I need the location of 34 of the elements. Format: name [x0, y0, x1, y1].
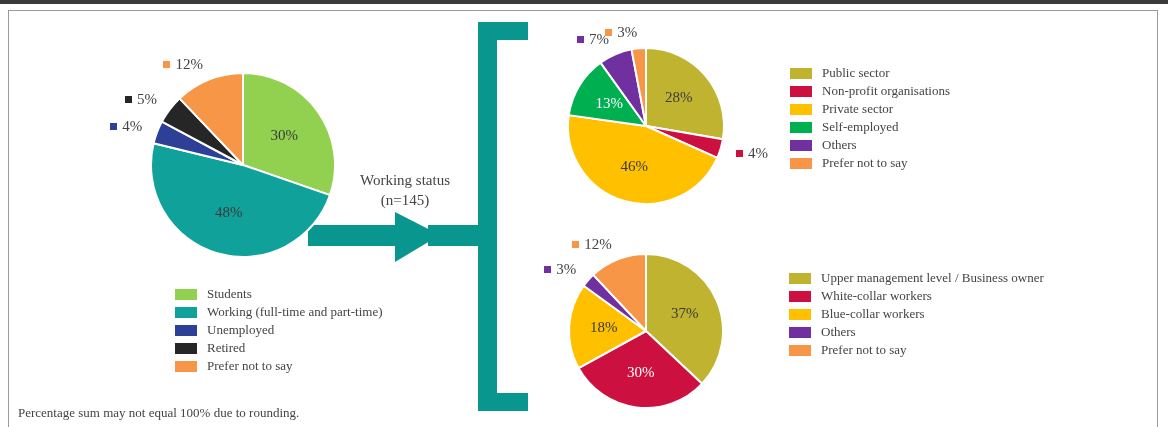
- data-label: 7%: [589, 31, 610, 49]
- legend-label: Prefer not to say: [207, 358, 293, 374]
- data-label: 37%: [671, 305, 699, 322]
- data-label: 12%: [175, 56, 203, 74]
- legend-label: Others: [821, 324, 856, 340]
- legend-label: Working (full-time and part-time): [207, 304, 383, 320]
- data-label: 46%: [620, 158, 648, 175]
- data-label: 18%: [589, 319, 618, 336]
- legend-label: White-collar workers: [821, 288, 932, 304]
- legend-label: Prefer not to say: [821, 342, 907, 358]
- text: Percentage sum may not equal 100% due to rounding.: [18, 405, 300, 421]
- legend-label: Retired: [207, 340, 246, 356]
- data-label: 30%: [626, 363, 655, 380]
- legend-label: Blue-collar workers: [821, 306, 925, 322]
- legend-label: Private sector: [822, 101, 894, 117]
- data-label: 5%: [137, 91, 158, 109]
- data-label: 28%: [665, 89, 693, 106]
- data-label: 13%: [595, 94, 624, 111]
- legend-label: Upper management level / Business owner: [821, 270, 1044, 286]
- data-label: 4%: [122, 117, 143, 135]
- legend-label: Others: [822, 137, 857, 153]
- legend-label: Public sector: [822, 65, 890, 81]
- legend-label: Unemployed: [207, 322, 275, 338]
- legend-label: Prefer not to say: [822, 155, 908, 171]
- data-label: 12%: [584, 236, 612, 254]
- data-label: 30%: [270, 126, 298, 143]
- legend-label: Self-employed: [822, 119, 899, 135]
- data-label: 4%: [747, 144, 768, 162]
- legend-label: Non-profit organisations: [822, 83, 950, 99]
- data-label: 48%: [214, 204, 243, 221]
- legend-label: Students: [207, 286, 252, 302]
- data-label: 3%: [556, 260, 577, 278]
- text: Working status (n=145): [358, 171, 451, 210]
- data-label: 3%: [617, 23, 638, 41]
